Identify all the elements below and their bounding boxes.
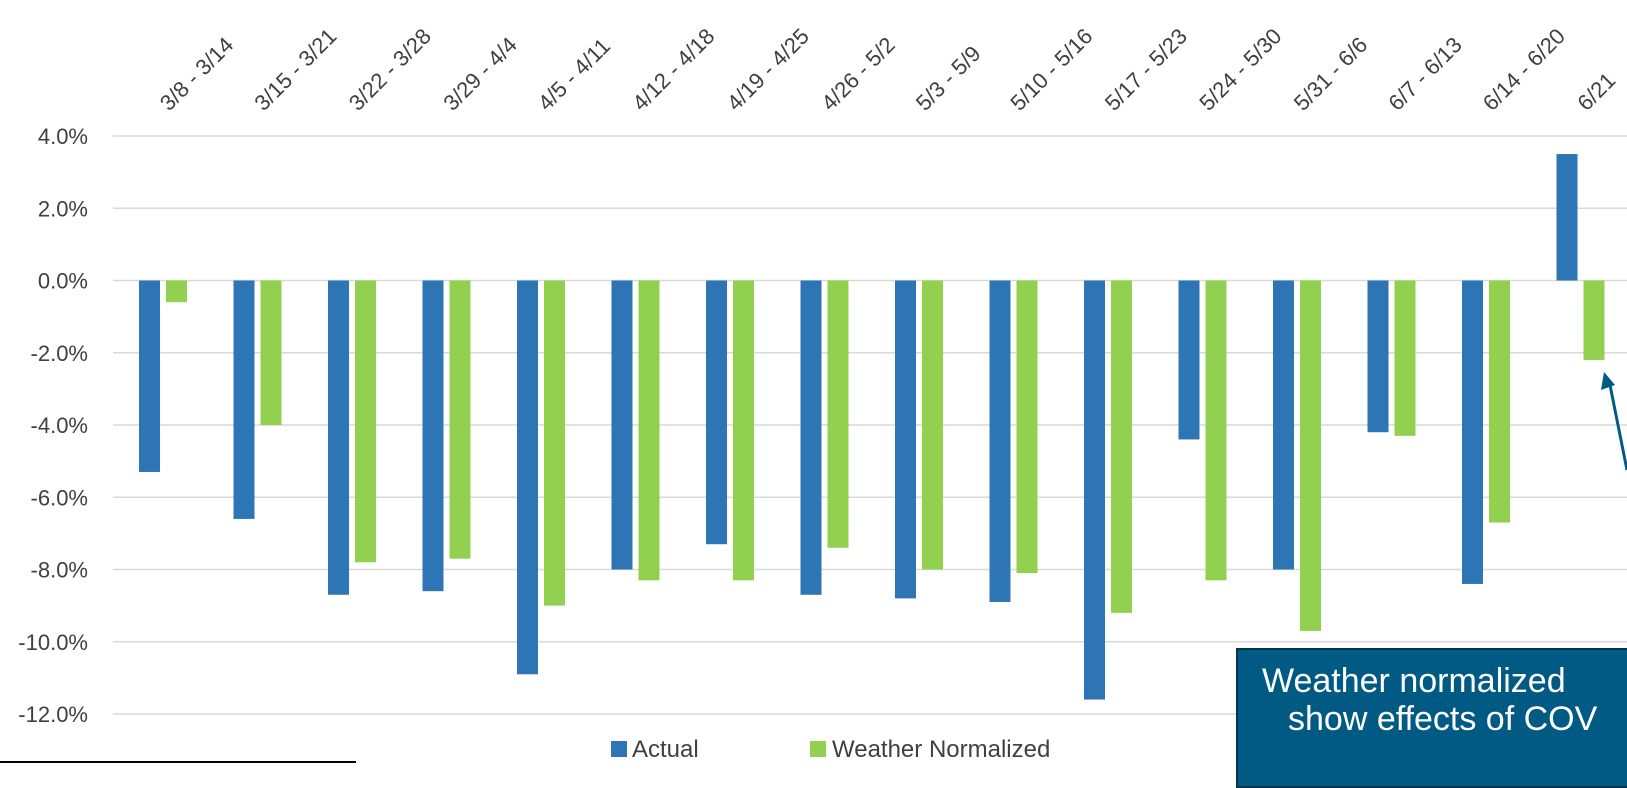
bar-actual bbox=[706, 280, 727, 545]
legend-label-actual: Actual bbox=[632, 736, 699, 763]
bar-actual bbox=[1178, 280, 1200, 440]
callout-box: Weather normalized show effects of COV bbox=[1236, 648, 1627, 788]
y-tick-label: -2.0% bbox=[31, 341, 88, 366]
x-axis-labels: 3/8 - 3/14 3/15 - 3/21 3/22 - 3/28 3/29 - 4… bbox=[155, 23, 1620, 115]
legend-label-weather-normalized: Weather Normalized bbox=[832, 736, 1050, 763]
bar-actual bbox=[1367, 280, 1389, 433]
y-tick-label: -12.0% bbox=[18, 702, 88, 727]
bar-actual bbox=[422, 280, 444, 592]
callout-line-2: show effects of COV bbox=[1288, 700, 1598, 738]
bar-actual bbox=[517, 280, 538, 675]
legend: Actual Weather Normalized bbox=[611, 736, 1050, 763]
bar-actual bbox=[989, 280, 1011, 603]
x-tick-label: 3/22 - 3/28 bbox=[344, 23, 436, 115]
x-tick-label: 5/3 - 5/9 bbox=[911, 41, 986, 116]
bar-weather-normalized bbox=[449, 280, 471, 559]
y-tick-label: -4.0% bbox=[31, 413, 88, 438]
x-tick-label: 4/26 - 5/2 bbox=[816, 32, 899, 115]
bar-actual bbox=[139, 280, 160, 472]
x-tick-label: 3/29 - 4/4 bbox=[438, 32, 521, 115]
bar-chart: 4.0% 2.0% 0.0% -2.0% -4.0% -6.0% -8.0% -10.0% -1… bbox=[18, 23, 1627, 763]
bar-actual bbox=[233, 280, 255, 519]
bar-actual bbox=[1556, 154, 1578, 281]
bar-weather-normalized bbox=[1111, 280, 1132, 613]
bar-weather-normalized bbox=[1583, 280, 1605, 360]
legend-swatch-weather-normalized bbox=[810, 741, 826, 757]
y-tick-label: 0.0% bbox=[38, 269, 88, 294]
bar-weather-normalized bbox=[260, 280, 282, 425]
bar-weather-normalized bbox=[733, 280, 754, 581]
bar-actual bbox=[611, 280, 633, 570]
x-tick-label: 4/12 - 4/18 bbox=[627, 23, 719, 115]
x-tick-label: 3/8 - 3/14 bbox=[155, 32, 238, 115]
bar-weather-normalized bbox=[1205, 280, 1227, 581]
bar-actual bbox=[1273, 280, 1294, 570]
bar-weather-normalized bbox=[922, 280, 943, 570]
x-tick-label: 4/19 - 4/25 bbox=[722, 23, 814, 115]
x-tick-label: 6/14 - 6/20 bbox=[1478, 23, 1570, 115]
bar-actual bbox=[1462, 280, 1483, 584]
y-tick-label: -6.0% bbox=[31, 485, 88, 510]
x-tick-label: 6/21 bbox=[1572, 68, 1620, 116]
bar-actual bbox=[1084, 280, 1105, 700]
callout-arrow bbox=[1601, 372, 1627, 471]
x-tick-label: 5/10 - 5/16 bbox=[1005, 23, 1097, 115]
bar-weather-normalized bbox=[827, 280, 849, 548]
bar-weather-normalized bbox=[638, 280, 660, 581]
y-tick-label: 4.0% bbox=[38, 124, 88, 149]
bar-weather-normalized bbox=[544, 280, 565, 606]
x-tick-label: 5/31 - 6/6 bbox=[1289, 32, 1372, 115]
y-tick-label: -8.0% bbox=[31, 558, 88, 583]
x-tick-label: 4/5 - 4/11 bbox=[533, 33, 615, 115]
y-axis-labels: 4.0% 2.0% 0.0% -2.0% -4.0% -6.0% -8.0% -10.0% -1… bbox=[18, 124, 88, 727]
x-tick-label: 6/7 - 6/13 bbox=[1383, 32, 1466, 115]
x-tick-label: 5/24 - 5/30 bbox=[1194, 23, 1286, 115]
bar-actual bbox=[895, 280, 916, 599]
bar-weather-normalized bbox=[1394, 280, 1416, 436]
bottom-left-rule bbox=[0, 761, 356, 763]
bar-actual bbox=[328, 280, 349, 595]
callout-line-1: Weather normalized bbox=[1262, 662, 1566, 700]
bars bbox=[139, 154, 1605, 700]
bar-weather-normalized bbox=[166, 280, 187, 303]
bar-weather-normalized bbox=[1016, 280, 1038, 574]
bar-actual bbox=[800, 280, 822, 595]
x-tick-label: 3/15 - 3/21 bbox=[249, 23, 341, 115]
x-tick-label: 5/17 - 5/23 bbox=[1100, 23, 1192, 115]
y-tick-label: -10.0% bbox=[18, 630, 88, 655]
y-tick-label: 2.0% bbox=[38, 196, 88, 221]
bar-weather-normalized bbox=[355, 280, 376, 563]
bar-weather-normalized bbox=[1489, 280, 1510, 523]
bar-weather-normalized bbox=[1300, 280, 1321, 631]
legend-swatch-actual bbox=[611, 741, 627, 757]
